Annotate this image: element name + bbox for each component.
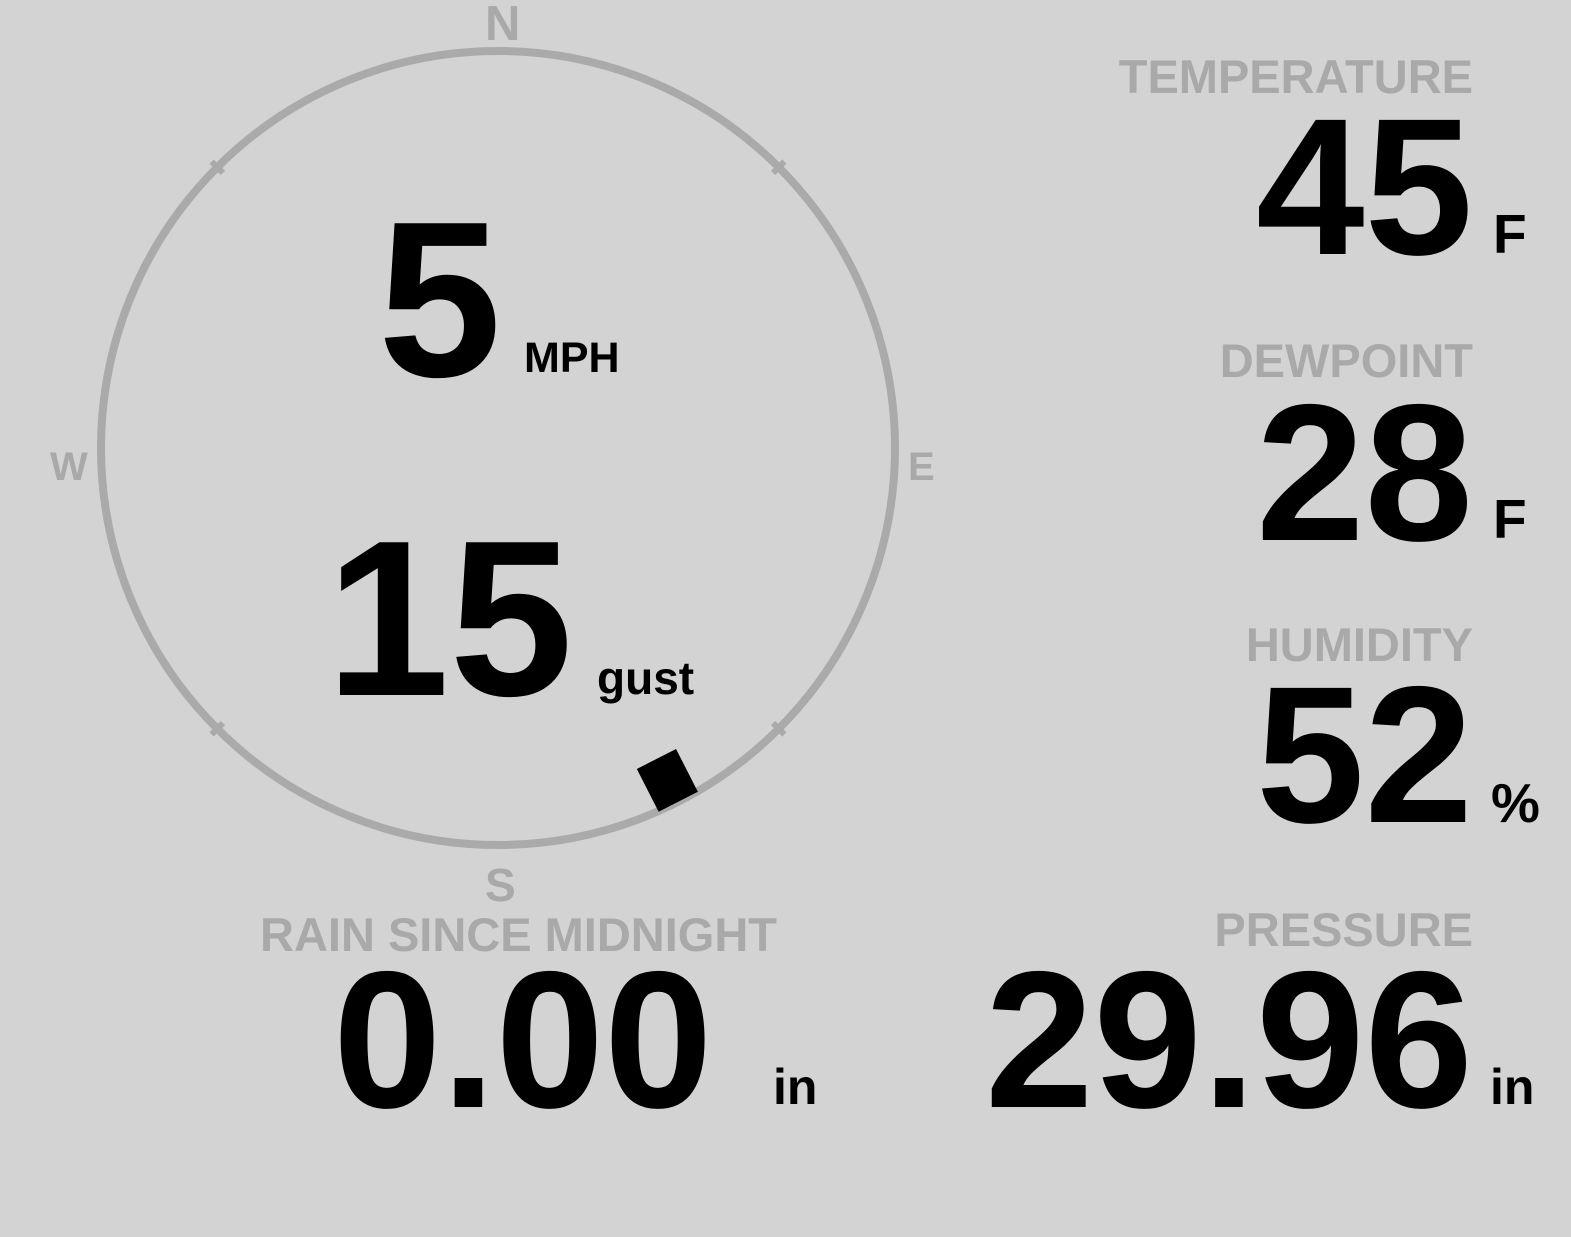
temperature-unit: F	[1493, 203, 1527, 265]
wind-speed-value: 5	[378, 176, 502, 424]
temperature-value: 45	[1256, 78, 1473, 296]
dewpoint-unit: F	[1493, 488, 1527, 550]
compass-tick	[770, 720, 787, 737]
pressure-label: PRESSURE	[1214, 903, 1473, 956]
rain-value: 0.00	[333, 931, 713, 1149]
dewpoint-value: 28	[1256, 364, 1473, 582]
gust-unit: gust	[597, 652, 695, 704]
wind-direction-marker	[636, 748, 698, 812]
compass-north-label: N	[485, 0, 521, 51]
gust-speed-value: 15	[326, 495, 573, 743]
rain-unit: in	[773, 1059, 818, 1115]
rain-label: RAIN SINCE MIDNIGHT	[260, 908, 777, 961]
compass-tick	[770, 159, 787, 176]
compass-tick	[209, 720, 226, 737]
compass-tick	[209, 159, 226, 176]
temperature-label: TEMPERATURE	[1118, 50, 1473, 103]
compass-west-label: W	[50, 445, 88, 489]
compass-south-label: S	[485, 859, 516, 911]
dewpoint-label: DEWPOINT	[1219, 334, 1473, 387]
compass-ring	[97, 47, 899, 849]
pressure-value: 29.96	[985, 931, 1473, 1149]
humidity-value: 52	[1256, 646, 1473, 864]
compass-east-label: E	[908, 445, 935, 489]
humidity-unit: %	[1491, 772, 1540, 834]
wind-speed-unit: MPH	[524, 334, 620, 382]
pressure-unit: in	[1490, 1059, 1535, 1115]
humidity-label: HUMIDITY	[1245, 618, 1473, 671]
